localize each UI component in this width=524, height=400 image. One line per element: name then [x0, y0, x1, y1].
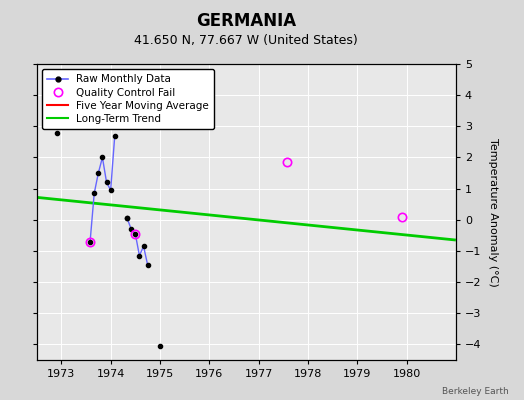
Point [123, 215, 132, 222]
Text: GERMANIA: GERMANIA [196, 12, 297, 30]
Point [106, 187, 115, 193]
Point [98, 154, 106, 161]
Point [111, 132, 119, 139]
Y-axis label: Temperature Anomaly (°C): Temperature Anomaly (°C) [488, 138, 498, 286]
Point [156, 343, 164, 349]
Point [135, 252, 144, 259]
Point [144, 262, 152, 268]
Point [131, 231, 139, 237]
Point [94, 170, 103, 176]
Point [127, 226, 135, 232]
Point [139, 243, 148, 250]
Text: 41.650 N, 77.667 W (United States): 41.650 N, 77.667 W (United States) [134, 34, 358, 47]
Text: Berkeley Earth: Berkeley Earth [442, 387, 508, 396]
Point [102, 179, 111, 186]
Point [53, 129, 61, 136]
Point [90, 190, 99, 196]
Point [123, 215, 132, 222]
Legend: Raw Monthly Data, Quality Control Fail, Five Year Moving Average, Long-Term Tren: Raw Monthly Data, Quality Control Fail, … [42, 69, 214, 129]
Point [86, 238, 94, 245]
